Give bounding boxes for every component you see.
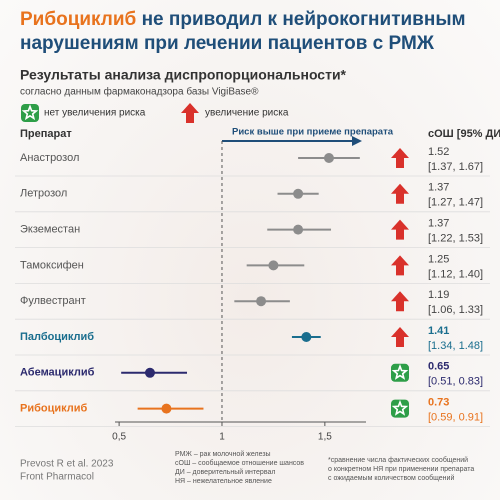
ci-label: [1.27, 1.47] (428, 197, 483, 209)
badge (391, 399, 409, 418)
ci-label: [1.37, 1.67] (428, 161, 483, 173)
icon-risk-increase (391, 327, 409, 347)
drug-name: Анастрозол (20, 152, 79, 164)
column-drug: Препарат (20, 128, 72, 140)
direction-label: Риск выше при приеме препарата (232, 127, 394, 138)
drug-name: Экземестан (20, 224, 80, 236)
subtitle: Результаты анализа диспропорциональности… (20, 67, 347, 83)
star (21, 104, 39, 121)
footnote: *сравнение числа фактических сообщений (328, 456, 468, 464)
drug-name: Рибоциклиб (20, 403, 88, 415)
icon-no-risk (21, 104, 39, 122)
abbreviation: РМЖ – рак молочной железы (175, 450, 271, 458)
value-label: 1.19 (428, 289, 449, 301)
value-label: 0.73 (428, 397, 449, 409)
icon-risk-increase (391, 219, 409, 240)
icon-no-risk (391, 363, 409, 382)
reference: Front Pharmacol (20, 472, 94, 483)
point (268, 260, 279, 271)
value-label: 1.25 (428, 253, 449, 265)
point (323, 153, 334, 163)
badge (391, 363, 409, 382)
point (256, 296, 267, 307)
star (391, 364, 409, 380)
footnote: с ожидаемым количеством сообщений (328, 474, 454, 482)
point (301, 332, 312, 342)
abbreviation: НЯ – нежелательное явление (175, 478, 272, 485)
point (144, 367, 155, 378)
abbreviation: ДИ – доверительный интервал (175, 468, 275, 476)
value-label: 1.37 (428, 182, 449, 194)
x-tick-label: 1 (219, 432, 225, 443)
drug-name: Палбоциклиб (20, 331, 94, 343)
value-label: 0.65 (428, 361, 449, 373)
direction-arrowhead (352, 136, 362, 146)
title-rest: не приводил к нейрокогнитивным (142, 9, 466, 30)
ci-label: [1.06, 1.33] (428, 304, 483, 316)
title-highlight: Рибоциклиб (20, 9, 136, 30)
title-line-2: нарушениям при лечении пациентов с РМЖ (20, 33, 435, 54)
legend-increase: увеличение риска (205, 108, 289, 119)
icon-risk-increase (391, 255, 409, 276)
source-note: согласно данным фармаконадзора базы Vigi… (20, 86, 259, 98)
value-label: 1.52 (428, 146, 449, 158)
ci-label: [0.59, 0.91] (428, 412, 483, 424)
title: Рибоциклиб не приводил к нейрокогнитивны… (20, 9, 466, 30)
drug-name: Летрозол (20, 188, 67, 200)
icon-risk-increase (391, 148, 409, 168)
ci-label: [1.34, 1.48] (428, 340, 483, 352)
legend-none: нет увеличения риска (44, 108, 146, 119)
icon-risk-increase (181, 103, 199, 123)
drug-name: Абемациклиб (20, 367, 95, 379)
footnote: о конкретном НЯ при применении препарата (328, 466, 474, 473)
star (391, 399, 409, 416)
point (293, 188, 304, 199)
point (293, 224, 304, 235)
ci-label: [0.51, 0.83] (428, 376, 483, 388)
column-value: сОШ [95% ДИ] (428, 128, 500, 140)
value-label: 1.37 (428, 218, 449, 230)
abbreviation: сОШ – сообщаемое отношение шансов (175, 459, 304, 467)
x-tick-label: 0,5 (112, 432, 126, 443)
value-label: 1.41 (428, 325, 449, 337)
ci-label: [1.12, 1.40] (428, 268, 483, 280)
drug-name: Фулвестрант (20, 295, 86, 307)
icon-risk-increase (391, 291, 409, 312)
drug-name: Тамоксифен (20, 259, 84, 271)
icon-no-risk (391, 399, 409, 418)
reference: Prevost R et al. 2023 (20, 459, 114, 470)
icon-risk-increase (391, 183, 409, 204)
x-tick-label: 1,5 (318, 432, 332, 443)
point (161, 403, 172, 414)
badge (21, 104, 39, 122)
ci-label: [1.22, 1.53] (428, 233, 483, 245)
